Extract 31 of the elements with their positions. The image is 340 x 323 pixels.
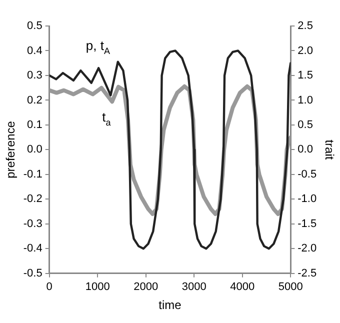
y2-tick-label: -2.0 [298,242,317,255]
x-tick-label: 2000 [134,281,158,294]
x-tick-label: 1000 [85,281,110,294]
x-tick-label: 5000 [278,281,303,294]
y-tick-label: -0.1 [23,168,42,180]
y-tick-label: -0.3 [23,218,42,230]
y-axis-title: preference [4,120,18,178]
y-tick-label: 0.2 [27,94,42,106]
y2-tick-label: 0.0 [298,144,313,156]
y-tick-label: -0.4 [23,242,42,255]
y-tick-label: 0.0 [27,144,42,156]
y-tick-label: 0.1 [27,118,42,131]
y2-tick-label: -1.0 [298,193,317,206]
y-tick-label: 0.3 [27,70,42,82]
y-tick-label: 0.5 [27,20,42,32]
x-axis-title: time [158,298,182,312]
y2-axis-title: trait [322,140,336,160]
y-tick-label: 0.4 [27,44,42,57]
y2-tick-label: -0.5 [298,168,317,180]
x-tick-label: 4000 [230,281,255,294]
y2-tick-label: 1.0 [298,94,313,106]
x-tick-label: 0 [46,281,52,294]
y2-tick-label: 2.0 [298,44,313,57]
y2-tick-label: 1.5 [298,70,313,82]
x-tick-label: 3000 [182,281,206,294]
y2-tick-label: 2.5 [298,20,313,32]
y2-tick-label: -2.5 [298,267,317,280]
y2-tick-label: -1.5 [298,218,317,230]
y-tick-label: -0.2 [23,193,42,206]
y-tick-label: -0.5 [23,267,42,280]
y2-tick-label: 0.5 [298,118,313,131]
